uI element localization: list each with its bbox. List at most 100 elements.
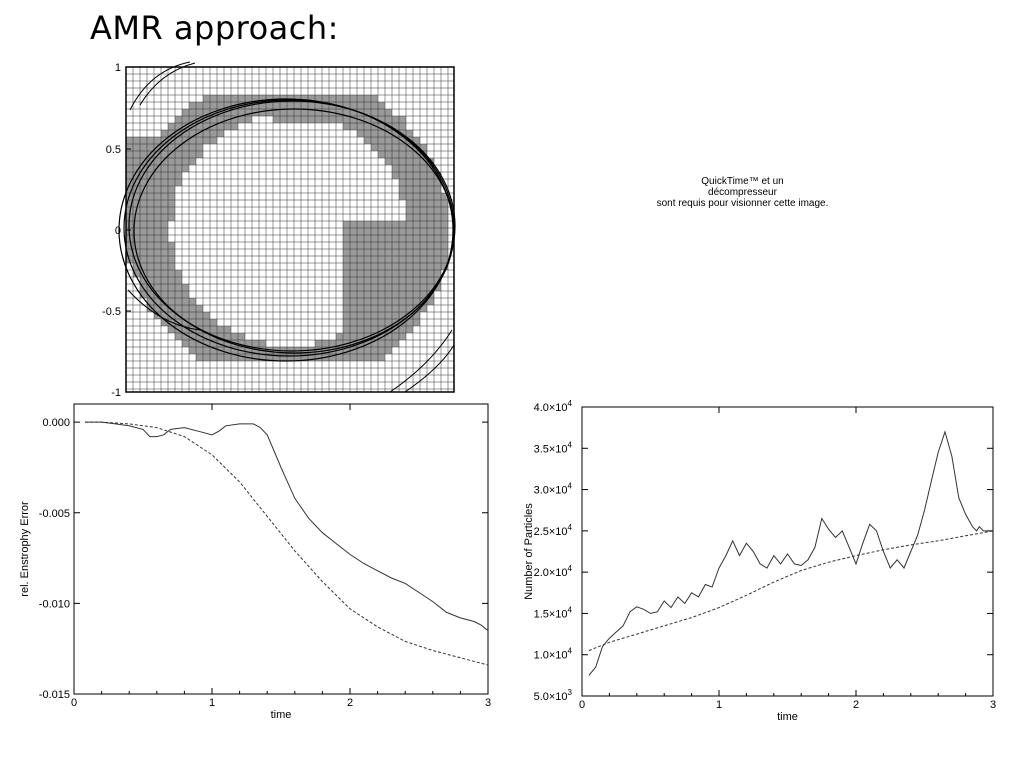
refined-cell (140, 144, 147, 151)
refined-cell (224, 326, 231, 333)
refined-cell (154, 207, 161, 214)
refined-cell (189, 340, 196, 347)
refined-cell (385, 228, 392, 235)
refined-cell (140, 249, 147, 256)
refined-cell (441, 207, 448, 214)
refined-cell (154, 312, 161, 319)
refined-cell (350, 228, 357, 235)
refined-cell (210, 319, 217, 326)
refined-cell (301, 116, 308, 123)
refined-cell (154, 172, 161, 179)
refined-cell (357, 123, 364, 130)
refined-cell (154, 137, 161, 144)
refined-cell (399, 312, 406, 319)
refined-cell (343, 228, 350, 235)
refined-cell (399, 221, 406, 228)
refined-cell (378, 333, 385, 340)
refined-cell (413, 263, 420, 270)
refined-cell (203, 95, 210, 102)
refined-cell (350, 298, 357, 305)
refined-cell (385, 137, 392, 144)
amr-y-tick-label: -0.5 (102, 306, 121, 318)
refined-cell (392, 291, 399, 298)
refined-cell (126, 151, 133, 158)
refined-cell (182, 333, 189, 340)
refined-cell (175, 179, 182, 186)
refined-cell (392, 242, 399, 249)
refined-cell (434, 228, 441, 235)
refined-cell (175, 277, 182, 284)
refined-cell (140, 193, 147, 200)
refined-cell (126, 165, 133, 172)
refined-cell (175, 123, 182, 130)
refined-cell (196, 319, 203, 326)
refined-cell (217, 354, 224, 361)
refined-cell (294, 354, 301, 361)
refined-cell (343, 95, 350, 102)
plot-frame (73, 403, 489, 695)
refined-cell (434, 249, 441, 256)
refined-cell (441, 256, 448, 263)
refined-cell (294, 102, 301, 109)
refined-cell (420, 165, 427, 172)
refined-cell (406, 214, 413, 221)
refined-cell (259, 102, 266, 109)
refined-cell (322, 102, 329, 109)
refined-cell (371, 263, 378, 270)
refined-cell (231, 95, 238, 102)
refined-cell (168, 284, 175, 291)
refined-cell (371, 305, 378, 312)
refined-cell (280, 102, 287, 109)
refined-cell (371, 354, 378, 361)
refined-cell (399, 137, 406, 144)
refined-cell (413, 291, 420, 298)
refined-cell (406, 298, 413, 305)
refined-cell (406, 165, 413, 172)
refined-cell (378, 102, 385, 109)
refined-cell (224, 95, 231, 102)
refined-cell (371, 102, 378, 109)
refined-cell (378, 305, 385, 312)
refined-cell (161, 179, 168, 186)
refined-cell (413, 221, 420, 228)
refined-cell (133, 214, 140, 221)
refined-cell (217, 326, 224, 333)
refined-cell (196, 354, 203, 361)
refined-cell (133, 242, 140, 249)
refined-cell (161, 249, 168, 256)
refined-cell (147, 214, 154, 221)
refined-cell (364, 95, 371, 102)
refined-cell (427, 277, 434, 284)
refined-cell (175, 305, 182, 312)
refined-cell (175, 165, 182, 172)
refined-cell (420, 277, 427, 284)
refined-cell (175, 333, 182, 340)
refined-cell (406, 144, 413, 151)
refined-cell (189, 347, 196, 354)
refined-cell (378, 109, 385, 116)
refined-cell (308, 354, 315, 361)
refined-cell (385, 305, 392, 312)
refined-cell (357, 249, 364, 256)
refined-cell (336, 347, 343, 354)
refined-cell (196, 137, 203, 144)
refined-cell (399, 144, 406, 151)
contour-line (128, 100, 456, 352)
refined-cell (147, 193, 154, 200)
refined-cell (343, 270, 350, 277)
refined-cell (196, 123, 203, 130)
refined-cell (224, 347, 231, 354)
refined-cell (175, 144, 182, 151)
y-tick-label: 4.0×104 (534, 399, 573, 414)
refined-cell (133, 144, 140, 151)
refined-cell (147, 235, 154, 242)
refined-cell (224, 340, 231, 347)
refined-cell (378, 263, 385, 270)
refined-cell (371, 312, 378, 319)
refined-cell (182, 109, 189, 116)
refined-cell (273, 102, 280, 109)
refined-cell (161, 214, 168, 221)
refined-cell (196, 116, 203, 123)
refined-cell (168, 137, 175, 144)
